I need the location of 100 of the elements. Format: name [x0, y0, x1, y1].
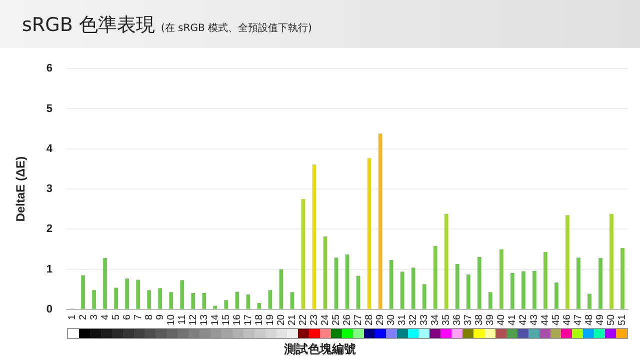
bar — [400, 272, 404, 309]
bar — [367, 158, 372, 309]
x-tick-label: 18 — [254, 314, 265, 326]
bar — [598, 258, 602, 309]
bar — [544, 252, 548, 309]
y-tick-label: 3 — [46, 183, 53, 196]
x-tick-label: 17 — [242, 314, 254, 326]
y-tick-label: 1 — [46, 263, 53, 276]
bar — [147, 290, 152, 309]
x-tick-label: 9 — [154, 314, 166, 320]
x-tick-label: 29 — [375, 314, 386, 326]
bar — [334, 258, 338, 309]
x-tick-label: 31 — [397, 314, 408, 326]
bar — [499, 249, 504, 309]
x-tick-label: 30 — [386, 314, 398, 326]
x-tick-label: 48 — [584, 314, 596, 326]
bar — [345, 254, 350, 309]
bar — [279, 269, 284, 309]
y-tick-label: 2 — [46, 223, 53, 236]
bar — [521, 271, 526, 309]
bar — [169, 292, 174, 309]
chart-subtitle: (在 sRGB 模式、全預設值下執行) — [160, 23, 312, 34]
x-tick-label: 4 — [100, 314, 111, 320]
x-tick-label: 15 — [220, 314, 232, 326]
bar — [257, 302, 262, 309]
bar — [235, 292, 240, 309]
x-tick-label: 41 — [507, 314, 518, 326]
y-axis-title: DeltaE (ΔE) — [14, 156, 28, 222]
bar — [246, 294, 250, 309]
bar — [554, 282, 558, 309]
x-tick-label: 43 — [529, 314, 540, 326]
x-tick-label: 28 — [364, 314, 376, 326]
x-tick-label: 20 — [276, 314, 287, 326]
bar — [191, 292, 196, 309]
x-tick-label: 19 — [264, 314, 276, 326]
bar — [389, 260, 394, 309]
x-tick-label: 45 — [551, 314, 562, 326]
bar — [378, 134, 382, 309]
x-tick-label: 26 — [342, 314, 354, 326]
bar — [202, 292, 206, 309]
x-tick-label: 10 — [166, 314, 177, 326]
x-tick-label: 33 — [419, 314, 430, 326]
x-tick-label: 24 — [320, 314, 331, 326]
x-tick-label: 8 — [144, 314, 155, 320]
x-tick-label: 39 — [485, 314, 496, 326]
bar — [268, 290, 272, 309]
bar — [576, 258, 580, 309]
x-tick-label: 40 — [496, 314, 508, 326]
y-tick-label: 0 — [46, 303, 53, 316]
bar — [356, 276, 360, 309]
x-tick-label: 3 — [88, 314, 100, 320]
bar — [610, 214, 614, 309]
x-tick-label: 13 — [198, 314, 210, 326]
x-tick-label: 47 — [573, 314, 584, 326]
bar — [213, 306, 218, 309]
bar — [532, 270, 536, 309]
y-tick-label: 4 — [46, 142, 54, 155]
bar — [114, 288, 118, 309]
bar — [136, 280, 140, 309]
x-tick-label: 37 — [463, 314, 474, 326]
bar — [422, 284, 426, 309]
bar — [411, 268, 416, 309]
x-tick-label: 16 — [232, 314, 243, 326]
bar — [323, 236, 328, 309]
bar — [466, 274, 470, 309]
x-tick-label: 11 — [176, 314, 188, 325]
x-tick-label: 32 — [408, 314, 420, 326]
bar — [433, 246, 438, 309]
x-tick-label: 50 — [606, 314, 618, 326]
bar — [180, 280, 184, 309]
bar — [312, 164, 316, 309]
bar — [488, 292, 492, 309]
x-tick-label: 23 — [308, 314, 320, 326]
x-tick-label: 51 — [617, 314, 628, 326]
x-tick-label: 34 — [430, 314, 442, 326]
y-tick-label: 6 — [46, 62, 53, 75]
bar — [444, 214, 448, 309]
x-tick-label: 22 — [298, 314, 309, 326]
x-tick-label: 46 — [562, 314, 574, 326]
x-tick-label: 14 — [210, 314, 221, 326]
bar — [455, 264, 460, 309]
x-tick-label: 25 — [331, 314, 342, 326]
x-tick-label: 42 — [518, 314, 530, 326]
x-tick-label: 35 — [441, 314, 452, 326]
x-axis-title: 測試色塊編號 — [283, 341, 357, 358]
bar — [510, 272, 514, 309]
x-tick-label: 7 — [132, 314, 144, 320]
bar — [158, 288, 162, 309]
bar — [224, 300, 228, 309]
x-tick-label: 2 — [78, 314, 89, 320]
chart-title: sRGB 色準表現 — [22, 14, 155, 36]
bar — [620, 248, 624, 309]
x-tick-label: 12 — [188, 314, 199, 326]
x-tick-label: 1 — [66, 314, 78, 320]
bar — [103, 258, 107, 309]
x-tick-label: 6 — [122, 314, 133, 320]
bar — [566, 215, 570, 309]
x-tick-label: 21 — [286, 314, 298, 326]
bar — [588, 294, 592, 309]
x-tick-label: 49 — [595, 314, 606, 326]
